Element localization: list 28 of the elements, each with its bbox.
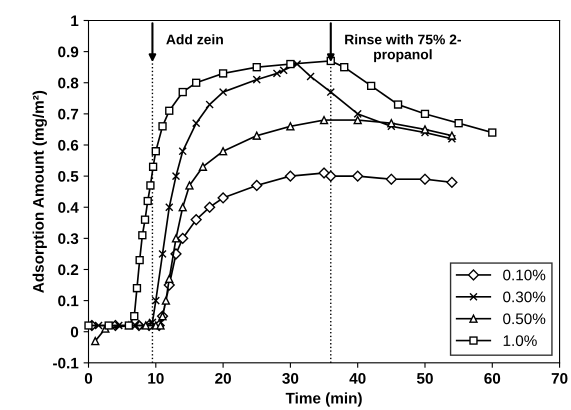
x-tick-label: 0: [84, 372, 92, 384]
ref-line-label: Add zein: [166, 34, 223, 44]
x-tick-label: 40: [349, 372, 366, 384]
y-tick-label: 0.9: [58, 46, 78, 58]
y-tick-label: -0.1: [53, 358, 78, 369]
y-tick-label: 0.1: [58, 295, 78, 306]
y-tick-label: 0.6: [58, 140, 78, 151]
y-tick-label: 0.2: [58, 264, 78, 276]
legend-label: 0.30%: [503, 292, 546, 302]
x-axis-title: Time (min): [286, 392, 362, 407]
y-tick-label: 0.3: [58, 233, 78, 244]
y-tick-label: 0: [70, 326, 78, 338]
y-tick-label: 1: [71, 16, 78, 26]
x-tick-label: 50: [416, 372, 433, 384]
x-tick-label: 20: [215, 372, 231, 384]
legend-label: 0.50%: [503, 313, 546, 324]
x-tick-label: 60: [484, 372, 500, 384]
ref-line-label: Rinse with 75% 2- propanol: [345, 34, 461, 62]
y-tick-label: 0.7: [58, 108, 78, 120]
legend-label: 0.10%: [503, 270, 546, 280]
x-tick-label: 10: [148, 372, 164, 384]
legend-label: 1.0%: [504, 335, 537, 346]
y-tick-label: 0.8: [58, 78, 78, 88]
y-tick-label: 0.5: [58, 170, 78, 182]
x-tick-label: 70: [552, 372, 568, 384]
y-tick-label: 0.4: [58, 202, 79, 213]
x-tick-label: 30: [282, 372, 298, 384]
y-axis-title: Adsorption Amount (mg/m²): [32, 90, 47, 293]
